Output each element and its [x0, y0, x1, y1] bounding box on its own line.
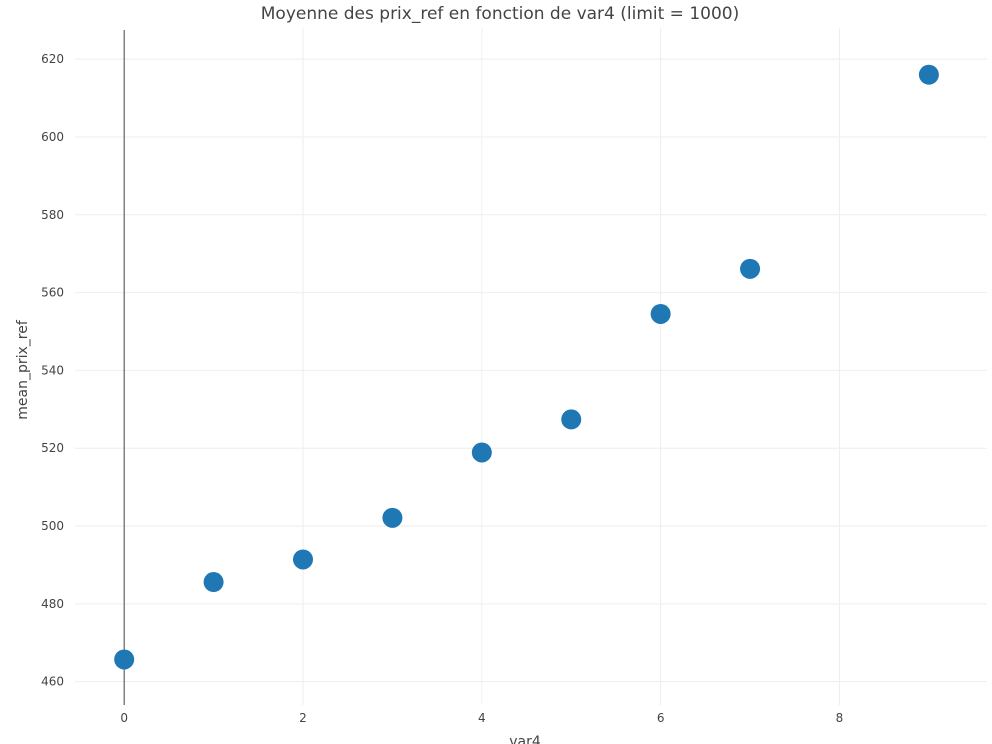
y-tick-label: 600 — [41, 130, 64, 144]
x-tick-label: 2 — [299, 711, 307, 725]
y-tick-label: 560 — [41, 286, 64, 300]
data-point[interactable] — [203, 572, 224, 593]
chart-title: Moyenne des prix_ref en fonction de var4… — [261, 4, 739, 24]
data-point[interactable] — [471, 442, 492, 463]
x-tick-label: 6 — [657, 711, 665, 725]
x-tick-label: 8 — [836, 711, 844, 725]
y-tick-labels: 460 480 500 520 540 560 580 600 620 — [41, 52, 64, 689]
y-tick-label: 500 — [41, 519, 64, 533]
y-tick-label: 620 — [41, 52, 64, 66]
x-tick-labels: 0 2 4 6 8 — [120, 711, 843, 725]
y-tick-label: 480 — [41, 597, 64, 611]
data-point[interactable] — [918, 64, 939, 85]
data-point[interactable] — [293, 549, 313, 570]
data-points-layer — [114, 64, 939, 670]
y-tick-label: 460 — [41, 675, 64, 689]
data-point[interactable] — [114, 649, 135, 670]
y-tick-label: 520 — [41, 441, 64, 455]
data-point[interactable] — [561, 409, 582, 430]
y-axis-title: mean_prix_ref — [15, 319, 31, 420]
data-point[interactable] — [740, 258, 761, 279]
y-tick-label: 580 — [41, 208, 64, 222]
x-axis-title: var4 — [509, 734, 541, 744]
x-tick-label: 4 — [478, 711, 486, 725]
grid-layer — [75, 28, 987, 705]
data-point[interactable] — [650, 303, 671, 324]
x-tick-label: 0 — [120, 711, 128, 725]
data-point[interactable] — [382, 507, 403, 528]
y-tick-label: 540 — [41, 363, 64, 377]
